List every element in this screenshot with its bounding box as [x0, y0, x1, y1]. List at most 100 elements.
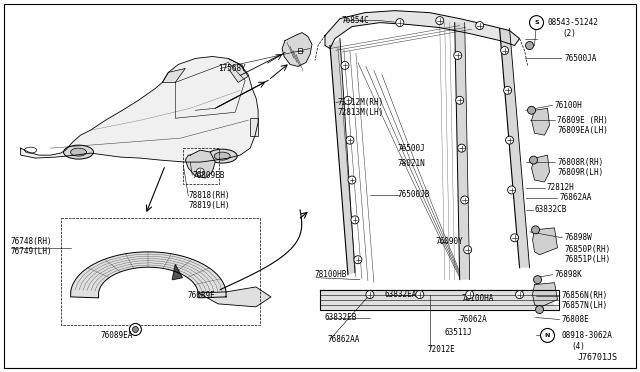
Polygon shape	[532, 283, 557, 308]
Text: 76857N(LH): 76857N(LH)	[561, 301, 608, 310]
Ellipse shape	[214, 152, 230, 160]
Circle shape	[527, 106, 536, 114]
Text: 08918-3062A: 08918-3062A	[561, 331, 612, 340]
Circle shape	[476, 22, 484, 30]
Text: 76809EA(LH): 76809EA(LH)	[557, 126, 609, 135]
Polygon shape	[454, 23, 470, 280]
Text: S: S	[534, 20, 539, 25]
Circle shape	[500, 46, 509, 54]
Ellipse shape	[207, 149, 237, 163]
Circle shape	[396, 19, 404, 26]
Text: 76062A: 76062A	[460, 315, 488, 324]
Polygon shape	[500, 29, 529, 268]
Text: 76856N(RH): 76856N(RH)	[561, 291, 608, 300]
Text: 76809R(LH): 76809R(LH)	[557, 167, 604, 177]
Text: 76089EA: 76089EA	[100, 331, 133, 340]
Text: 76862AA: 76862AA	[559, 193, 592, 202]
Circle shape	[529, 156, 538, 164]
Polygon shape	[320, 290, 559, 310]
Circle shape	[511, 234, 518, 242]
Text: 63832CB: 63832CB	[534, 205, 567, 214]
Circle shape	[348, 176, 356, 184]
Circle shape	[458, 144, 466, 152]
Circle shape	[129, 324, 141, 336]
Ellipse shape	[63, 145, 93, 159]
Text: 72012E: 72012E	[428, 345, 456, 354]
Text: 76862AA: 76862AA	[328, 335, 360, 344]
Bar	[183, 148, 220, 184]
Circle shape	[529, 16, 543, 30]
Circle shape	[516, 291, 524, 299]
Polygon shape	[325, 11, 520, 48]
Text: 76089E: 76089E	[188, 291, 215, 300]
Polygon shape	[330, 39, 355, 275]
Polygon shape	[532, 108, 550, 135]
Circle shape	[525, 42, 534, 49]
Ellipse shape	[70, 148, 86, 156]
Circle shape	[416, 291, 424, 299]
Circle shape	[506, 136, 513, 144]
Text: 76850P(RH): 76850P(RH)	[564, 245, 611, 254]
Circle shape	[351, 216, 359, 224]
Text: 76100H: 76100H	[554, 101, 582, 110]
Circle shape	[132, 327, 138, 333]
Polygon shape	[20, 57, 258, 162]
Circle shape	[346, 136, 354, 144]
Text: 76808R(RH): 76808R(RH)	[557, 158, 604, 167]
Circle shape	[354, 256, 362, 264]
Text: 76748(RH): 76748(RH)	[11, 237, 52, 246]
Text: 76898W: 76898W	[564, 233, 592, 242]
Circle shape	[196, 168, 204, 176]
Circle shape	[508, 186, 516, 194]
Text: 76809EB: 76809EB	[192, 170, 225, 180]
Text: 08543-51242: 08543-51242	[547, 18, 598, 27]
Circle shape	[541, 328, 554, 342]
Circle shape	[366, 291, 374, 299]
Text: J76701JS: J76701JS	[577, 353, 618, 362]
Polygon shape	[186, 150, 215, 178]
Circle shape	[532, 226, 540, 234]
Ellipse shape	[25, 147, 36, 153]
Circle shape	[504, 86, 511, 94]
Polygon shape	[172, 265, 182, 280]
Circle shape	[456, 96, 464, 104]
Circle shape	[534, 276, 541, 283]
Text: 76851P(LH): 76851P(LH)	[564, 255, 611, 264]
Text: 63832EB: 63832EB	[325, 313, 357, 322]
Text: 17568Y: 17568Y	[218, 64, 246, 73]
Polygon shape	[70, 252, 226, 298]
Text: 76500JA: 76500JA	[564, 54, 597, 63]
Text: N: N	[545, 333, 550, 338]
Text: 78819(LH): 78819(LH)	[188, 201, 230, 211]
Text: 76808E: 76808E	[561, 315, 589, 324]
Bar	[250, 118, 258, 136]
Circle shape	[454, 51, 461, 60]
Circle shape	[464, 246, 472, 254]
Text: 63832EA: 63832EA	[385, 290, 417, 299]
Text: 72812H: 72812H	[547, 183, 574, 192]
Polygon shape	[532, 155, 550, 182]
Text: 72812M(RH): 72812M(RH)	[338, 98, 384, 107]
Circle shape	[461, 196, 468, 204]
Text: 72813M(LH): 72813M(LH)	[338, 108, 384, 117]
Polygon shape	[282, 33, 312, 67]
Text: (4): (4)	[572, 342, 586, 351]
Text: 78818(RH): 78818(RH)	[188, 192, 230, 201]
Text: 76500JB: 76500JB	[398, 190, 430, 199]
Text: 76809E (RH): 76809E (RH)	[557, 116, 609, 125]
Circle shape	[436, 17, 444, 25]
Bar	[298, 48, 302, 54]
Bar	[61, 218, 260, 326]
Circle shape	[536, 305, 543, 314]
Polygon shape	[228, 58, 248, 82]
Text: 78100HB: 78100HB	[314, 270, 346, 279]
Circle shape	[466, 291, 474, 299]
Text: 76898K: 76898K	[554, 270, 582, 279]
Text: 63511J: 63511J	[445, 328, 472, 337]
Text: 78021N: 78021N	[398, 158, 426, 167]
Text: 76749(LH): 76749(LH)	[11, 247, 52, 256]
Text: 76090Y: 76090Y	[436, 237, 463, 246]
Polygon shape	[163, 68, 186, 82]
Text: 76500J: 76500J	[398, 144, 426, 153]
Circle shape	[341, 61, 349, 70]
